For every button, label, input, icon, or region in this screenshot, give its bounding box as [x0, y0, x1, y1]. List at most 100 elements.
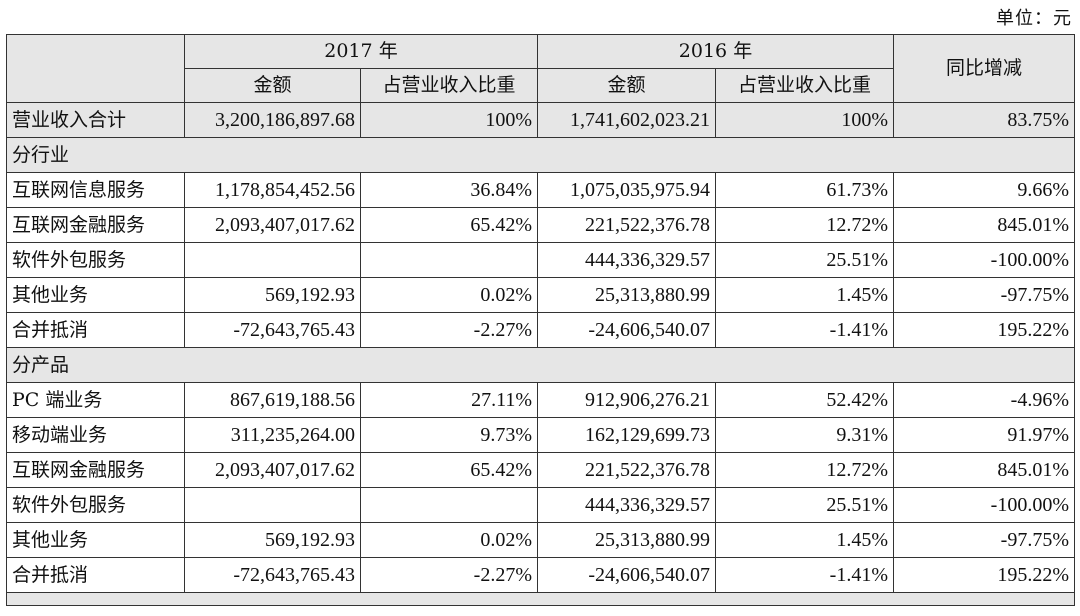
section-product-title: 分产品	[6, 347, 1075, 383]
table-row: 合并抵消 -72,643,765.43 -2.27% -24,606,540.07 -1…	[6, 557, 1075, 593]
share-2016: 52.42%	[715, 382, 894, 418]
amount-2016: 162,129,699.73	[537, 417, 716, 453]
table-row: 互联网金融服务 2,093,407,017.62 65.42% 221,522,376…	[6, 452, 1075, 488]
header-share-2017: 占营业收入比重	[360, 68, 538, 103]
share-2017: 36.84%	[360, 172, 538, 208]
row-label: PC 端业务	[6, 382, 185, 418]
share-2016: 61.73%	[715, 172, 894, 208]
amount-2016: 25,313,880.99	[537, 277, 716, 313]
share-2017	[360, 242, 538, 278]
total-amount-2017: 3,200,186,897.68	[184, 102, 361, 138]
amount-2017	[184, 242, 361, 278]
amount-2016: -24,606,540.07	[537, 557, 716, 593]
share-2016: 25.51%	[715, 487, 894, 523]
share-2017: 9.73%	[360, 417, 538, 453]
share-2016: 12.72%	[715, 452, 894, 488]
share-2016: -1.41%	[715, 557, 894, 593]
total-share-2016: 100%	[715, 102, 894, 138]
table-row: 软件外包服务 444,336,329.57 25.51% -100.00%	[6, 242, 1075, 278]
share-2017: 65.42%	[360, 207, 538, 243]
yoy-change: 9.66%	[893, 172, 1075, 208]
row-label: 其他业务	[6, 277, 185, 313]
amount-2016: -24,606,540.07	[537, 312, 716, 348]
table-row: 互联网信息服务 1,178,854,452.56 36.84% 1,075,035,9…	[6, 172, 1075, 208]
header-amount-2017: 金额	[184, 68, 361, 103]
amount-2017: -72,643,765.43	[184, 557, 361, 593]
amount-2017: 2,093,407,017.62	[184, 452, 361, 488]
header-amount-2016: 金额	[537, 68, 716, 103]
share-2016: 25.51%	[715, 242, 894, 278]
total-row: 营业收入合计 3,200,186,897.68 100% 1,741,602,0…	[6, 102, 1075, 138]
table-row: 互联网金融服务 2,093,407,017.62 65.42% 221,522,376…	[6, 207, 1075, 243]
yoy-change: -97.75%	[893, 277, 1075, 313]
amount-2016: 221,522,376.78	[537, 452, 716, 488]
amount-2017: 2,093,407,017.62	[184, 207, 361, 243]
unit-label: 单位：元	[996, 8, 1072, 29]
row-label: 合并抵消	[6, 312, 185, 348]
yoy-change: 195.22%	[893, 312, 1075, 348]
total-amount-2016: 1,741,602,023.21	[537, 102, 716, 138]
share-2016: 1.45%	[715, 522, 894, 558]
row-label: 其他业务	[6, 522, 185, 558]
header-2016: 2016 年	[537, 34, 894, 69]
amount-2016: 912,906,276.21	[537, 382, 716, 418]
share-2016: 12.72%	[715, 207, 894, 243]
header-share-2016: 占营业收入比重	[715, 68, 894, 103]
amount-2017: 311,235,264.00	[184, 417, 361, 453]
share-2016: 1.45%	[715, 277, 894, 313]
section-industry-title: 分行业	[6, 137, 1075, 173]
row-label: 互联网信息服务	[6, 172, 185, 208]
section-industry: 分行业	[6, 137, 1075, 173]
header-corner	[6, 34, 185, 103]
total-label: 营业收入合计	[6, 102, 185, 138]
yoy-change: 845.01%	[893, 207, 1075, 243]
table-continuation-cell	[6, 592, 1075, 606]
header-yoy: 同比增减	[893, 34, 1075, 103]
row-label: 移动端业务	[6, 417, 185, 453]
table-continuation	[6, 592, 1075, 606]
amount-2016: 25,313,880.99	[537, 522, 716, 558]
amount-2017: 569,192.93	[184, 522, 361, 558]
share-2017: 65.42%	[360, 452, 538, 488]
amount-2016: 1,075,035,975.94	[537, 172, 716, 208]
share-2016: 9.31%	[715, 417, 894, 453]
header-row-years: 2017 年 2016 年 同比增减	[6, 34, 1075, 103]
table-row: 其他业务 569,192.93 0.02% 25,313,880.99 1.45% -97…	[6, 522, 1075, 558]
share-2017: 0.02%	[360, 277, 538, 313]
amount-2017: 867,619,188.56	[184, 382, 361, 418]
yoy-change: -4.96%	[893, 382, 1075, 418]
revenue-table: 2017 年 2016 年 同比增减 金额 占营业收入比重 金额 占营业收入比重…	[6, 34, 1075, 606]
share-2016: -1.41%	[715, 312, 894, 348]
total-yoy: 83.75%	[893, 102, 1075, 138]
section-product: 分产品	[6, 347, 1075, 383]
row-label: 互联网金融服务	[6, 207, 185, 243]
yoy-change: -97.75%	[893, 522, 1075, 558]
row-label: 软件外包服务	[6, 487, 185, 523]
table-row: PC 端业务 867,619,188.56 27.11% 912,906,276.21…	[6, 382, 1075, 418]
total-share-2017: 100%	[360, 102, 538, 138]
header-2017: 2017 年	[184, 34, 538, 69]
amount-2017: 1,178,854,452.56	[184, 172, 361, 208]
yoy-change: 91.97%	[893, 417, 1075, 453]
share-2017: -2.27%	[360, 557, 538, 593]
row-label: 互联网金融服务	[6, 452, 185, 488]
table-row: 移动端业务 311,235,264.00 9.73% 162,129,699.73 9.…	[6, 417, 1075, 453]
yoy-change: -100.00%	[893, 242, 1075, 278]
yoy-change: 195.22%	[893, 557, 1075, 593]
amount-2017: 569,192.93	[184, 277, 361, 313]
share-2017: 0.02%	[360, 522, 538, 558]
table-row: 软件外包服务 444,336,329.57 25.51% -100.00%	[6, 487, 1075, 523]
amount-2017	[184, 487, 361, 523]
table-row: 其他业务 569,192.93 0.02% 25,313,880.99 1.45% -97…	[6, 277, 1075, 313]
share-2017	[360, 487, 538, 523]
amount-2016: 444,336,329.57	[537, 242, 716, 278]
yoy-change: 845.01%	[893, 452, 1075, 488]
amount-2017: -72,643,765.43	[184, 312, 361, 348]
amount-2016: 221,522,376.78	[537, 207, 716, 243]
row-label: 合并抵消	[6, 557, 185, 593]
yoy-change: -100.00%	[893, 487, 1075, 523]
amount-2016: 444,336,329.57	[537, 487, 716, 523]
table-row: 合并抵消 -72,643,765.43 -2.27% -24,606,540.07 -1…	[6, 312, 1075, 348]
share-2017: 27.11%	[360, 382, 538, 418]
row-label: 软件外包服务	[6, 242, 185, 278]
